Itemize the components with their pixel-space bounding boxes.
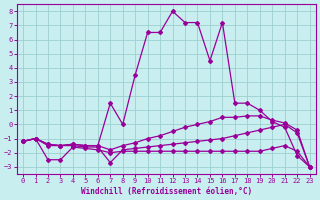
X-axis label: Windchill (Refroidissement éolien,°C): Windchill (Refroidissement éolien,°C) (81, 187, 252, 196)
